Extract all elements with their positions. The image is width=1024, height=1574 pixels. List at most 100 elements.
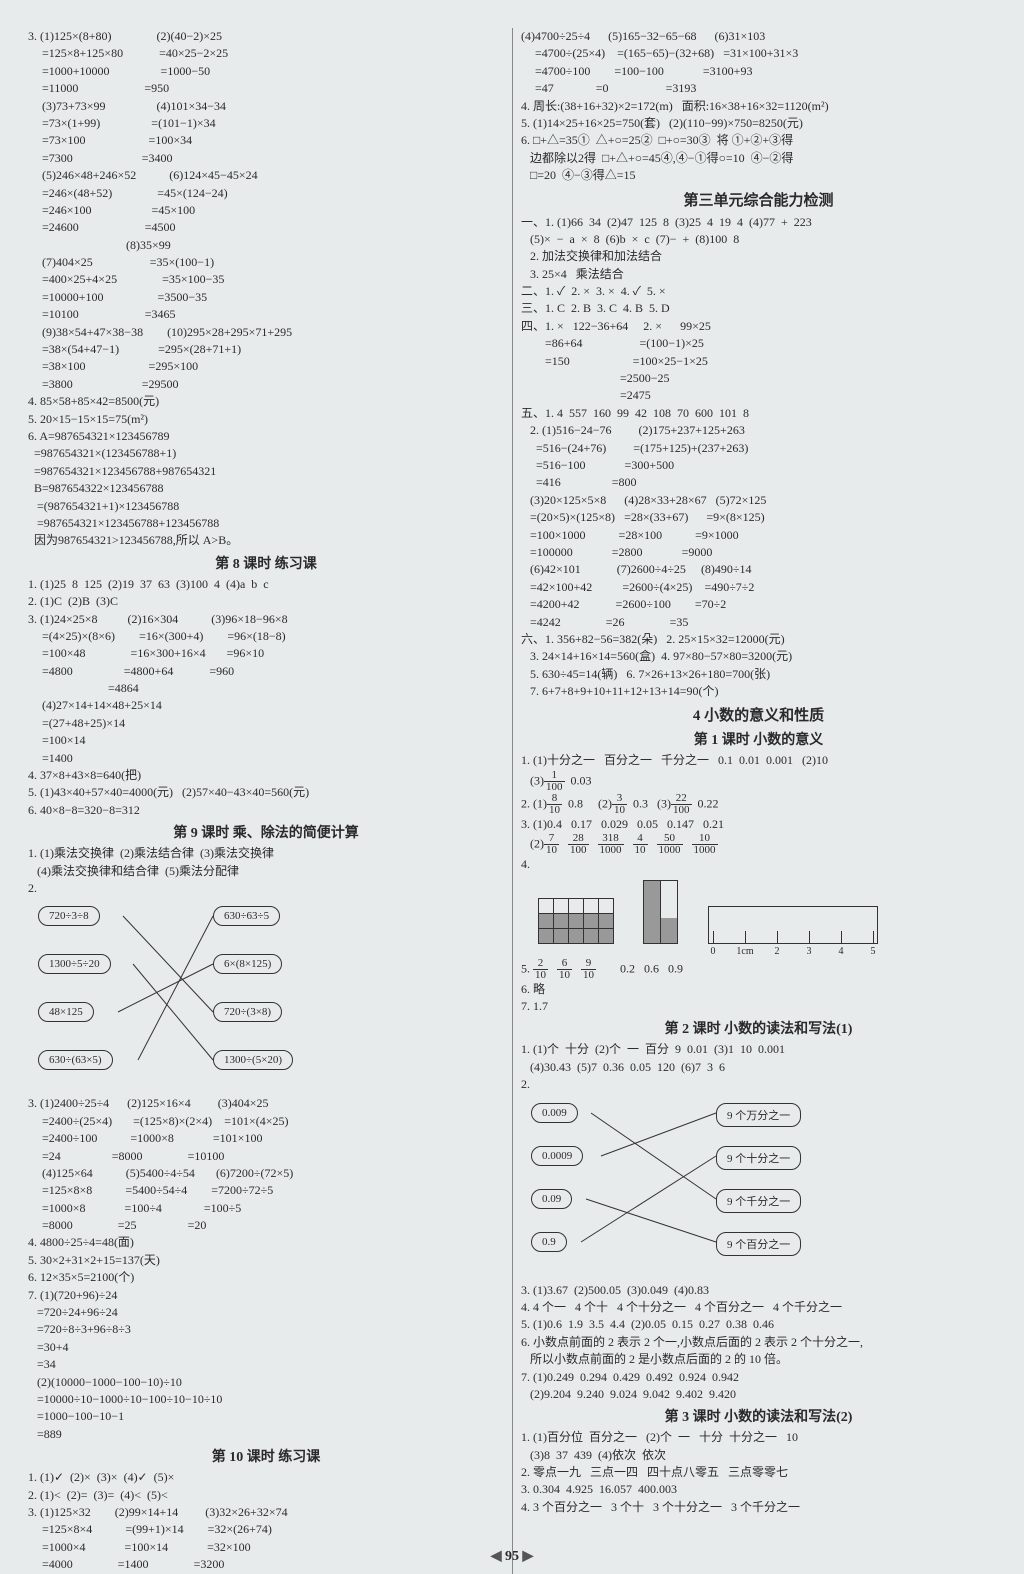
eq: =(987654321+1)×123456788	[28, 498, 504, 515]
eq: 2. 加法交换律和加法结合	[521, 248, 996, 265]
diag-box: 630÷(63×5)	[38, 1050, 113, 1070]
right-column: (4)4700÷25÷4 (5)165−32−65−68 (6)31×103 =…	[512, 28, 1004, 1574]
eq: =30+4	[28, 1339, 504, 1356]
eq: =(4×25)×(8×6) =16×(300+4) =96×(18−8)	[28, 628, 504, 645]
eq: =47 =0 =3193	[521, 80, 996, 97]
eq: (2)710 28100 3181000 410 501000 101000	[521, 833, 996, 856]
eq: =4242 =26 =35	[521, 614, 996, 631]
diag-box: 9 个万分之一	[716, 1103, 801, 1127]
fraction: 28100	[568, 833, 589, 856]
eq: =34	[28, 1356, 504, 1373]
eq: 3. (1)24×25×8 (2)16×304 (3)96×18−96×8	[28, 611, 504, 628]
eq: =73×(1+99) =(101−1)×34	[28, 115, 504, 132]
eq: (4)4700÷25÷4 (5)165−32−65−68 (6)31×103	[521, 28, 996, 45]
eq: =1000×4 =100×14 =32×100	[28, 1539, 504, 1556]
eq: 6. □+△=35① △+○=25② □+○=30③ 将 ①+②+③得	[521, 132, 996, 149]
shaded-shapes: 0 1cm 2 3 4 5	[539, 880, 996, 944]
eq: =3800 =29500	[28, 376, 504, 393]
eq: =10000+100 =3500−35	[28, 289, 504, 306]
fraction: 310	[612, 793, 627, 816]
eq: 7. (1)(720+96)÷24	[28, 1287, 504, 1304]
eq: 5. (1)43×40+57×40=4000(元) (2)57×40−43×40…	[28, 784, 504, 801]
eq: =7300 =3400	[28, 150, 504, 167]
eq: =125×8+125×80 =40×25−2×25	[28, 45, 504, 62]
eq: =150 =100×25−1×25	[521, 353, 996, 370]
eq: (4)30.43 (5)7 0.36 0.05 120 (6)7 3 6	[521, 1059, 996, 1076]
eq: =100×48 =16×300+16×4 =96×10	[28, 645, 504, 662]
unit-4-title: 4 小数的意义和性质	[521, 704, 996, 725]
eq: =4200+42 =2600÷100 =70÷2	[521, 596, 996, 613]
eq: 5. 210 610 910 0.2 0.6 0.9	[521, 958, 996, 981]
diag-box: 48×125	[38, 1002, 94, 1022]
section-8-title: 第 8 课时 练习课	[28, 553, 504, 573]
fraction: 410	[633, 833, 648, 856]
eq: 6. 40×8−8=320−8=312	[28, 802, 504, 819]
eq: 3. (1)125×32 (2)99×14+14 (3)32×26+32×74	[28, 1504, 504, 1521]
eq: (8)35×99	[28, 237, 504, 254]
eq: =246×100 =45×100	[28, 202, 504, 219]
eq: =1000−100−10−1	[28, 1408, 504, 1425]
eq: 6. 小数点前面的 2 表示 2 个一,小数点后面的 2 表示 2 个十分之一,	[521, 1334, 996, 1351]
diag-box: 630÷63÷5	[213, 906, 280, 926]
eq: 4. 周长:(38+16+32)×2=172(m) 面积:16×38+16×32…	[521, 98, 996, 115]
fraction: 3181000	[598, 833, 624, 856]
eq: (3)8 37 439 (4)依次 依次	[521, 1447, 996, 1464]
diag-box: 720÷(3×8)	[213, 1002, 282, 1022]
fraction: 22100	[671, 793, 692, 816]
eq: (4)125×64 (5)5400÷4÷54 (6)7200÷(72×5)	[28, 1165, 504, 1182]
eq: =400×25+4×25 =35×100−35	[28, 271, 504, 288]
section-9-title: 第 9 课时 乘、除法的简便计算	[28, 822, 504, 842]
eq: =11000 =950	[28, 80, 504, 97]
eq: 3. (1)0.4 0.17 0.029 0.05 0.147 0.21	[521, 816, 996, 833]
bar-shape	[644, 880, 678, 944]
eq: =2400÷(25×4) =(125×8)×(2×4) =101×(4×25)	[28, 1113, 504, 1130]
ruler: 0 1cm 2 3 4 5	[708, 906, 878, 944]
diag-box: 9 个千分之一	[716, 1189, 801, 1213]
diag-box: 9 个百分之一	[716, 1232, 801, 1256]
eq: =1400	[28, 750, 504, 767]
eq: 5. (1)14×25+16×25=750(套) (2)(110−99)×750…	[521, 115, 996, 132]
diag-box: 6×(8×125)	[213, 954, 282, 974]
eq: □=20 ④−③得△=15	[521, 167, 996, 184]
diag-box: 0.0009	[531, 1146, 583, 1166]
eq: =73×100 =100×34	[28, 132, 504, 149]
eq: =100×1000 =28×100 =9×1000	[521, 527, 996, 544]
eq: (5)× − a × 8 (6)b × c (7)− + (8)100 8	[521, 231, 996, 248]
eq: 3. 0.304 4.925 16.057 400.003	[521, 1481, 996, 1498]
eq: =246×(48+52) =45×(124−24)	[28, 185, 504, 202]
eq: 4. 3 个百分之一 3 个十 3 个十分之一 3 个千分之一	[521, 1499, 996, 1516]
eq: 5. 630÷45=14(辆) 6. 7×26+13×26+180=700(张)	[521, 666, 996, 683]
eq: 二、1. ✓ 2. × 3. × 4. ✓ 5. ×	[521, 283, 996, 300]
eq: =100000 =2800 =9000	[521, 544, 996, 561]
eq: 5. 20×15−15×15=75(m²)	[28, 411, 504, 428]
eq: =1000×8 =100÷4 =100÷5	[28, 1200, 504, 1217]
eq: =10000÷10−1000÷10−100÷10−10÷10	[28, 1391, 504, 1408]
eq: =(27+48+25)×14	[28, 715, 504, 732]
eq: =4700÷(25×4) =(165−65)−(32+68) =31×100+3…	[521, 45, 996, 62]
eq: =(20×5)×(125×8) =28×(33+67) =9×(8×125)	[521, 509, 996, 526]
eq: =2500−25	[521, 370, 996, 387]
diag-box: 720÷3÷8	[38, 906, 100, 926]
eq: 7. 6+7+8+9+10+11+12+13+14=90(个)	[521, 683, 996, 700]
eq: 1. (1)✓ (2)× (3)× (4)✓ (5)×	[28, 1469, 504, 1486]
diag-box: 1300÷5÷20	[38, 954, 111, 974]
eq: =516−100 =300+500	[521, 457, 996, 474]
eq: 4. 4800÷25÷4=48(面)	[28, 1234, 504, 1251]
eq: =38×(54+47−1) =295×(28+71+1)	[28, 341, 504, 358]
eq: 4.	[521, 856, 996, 873]
eq: (7)404×25 =35×(100−1)	[28, 254, 504, 271]
section-4-2-title: 第 2 课时 小数的读法和写法(1)	[521, 1018, 996, 1038]
eq: 3. 25×4 乘法结合	[521, 266, 996, 283]
eq: 五、1. 4 557 160 99 42 108 70 600 101 8	[521, 405, 996, 422]
eq: =125×8×4 =(99+1)×14 =32×(26+74)	[28, 1521, 504, 1538]
eq: 7. 1.7	[521, 998, 996, 1015]
eq: 三、1. C 2. B 3. C 4. B 5. D	[521, 300, 996, 317]
page-number: 95	[491, 1548, 534, 1565]
eq: 6. 12×35×5=2100(个)	[28, 1269, 504, 1286]
fraction: 910	[581, 958, 596, 981]
eq: 1. (1)个 十分 (2)个 一 百分 9 0.01 (3)1 10 0.00…	[521, 1041, 996, 1058]
fraction: 210	[533, 958, 548, 981]
eq: 5. (1)0.6 1.9 3.5 4.4 (2)0.05 0.15 0.27 …	[521, 1316, 996, 1333]
eq: =889	[28, 1426, 504, 1443]
eq: 2. 零点一九 三点一四 四十点八零五 三点零零七	[521, 1464, 996, 1481]
